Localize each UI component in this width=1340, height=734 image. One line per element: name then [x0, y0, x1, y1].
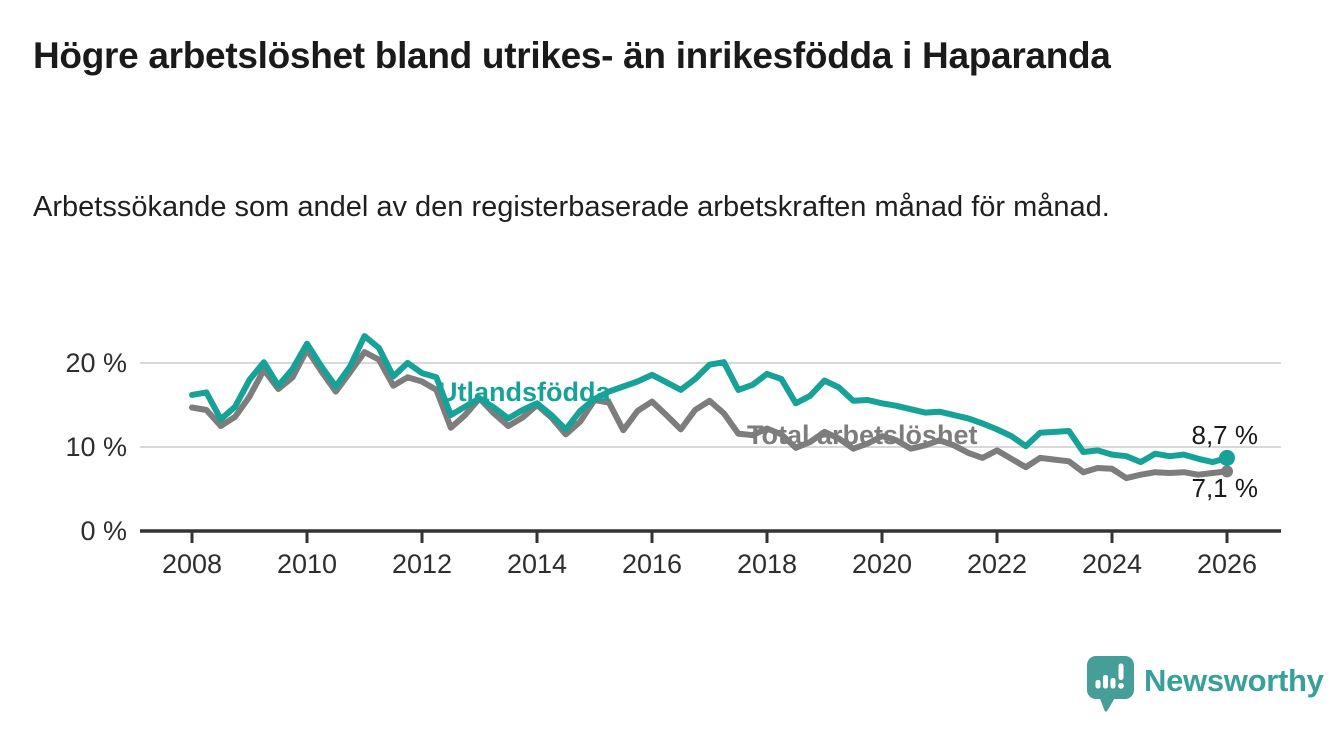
chart-title: Högre arbetslöshet bland utrikes- än inr… [33, 35, 1111, 76]
x-axis-label: 2016 [622, 549, 682, 579]
series-line-1 [189, 333, 1230, 466]
x-axis-label: 2024 [1082, 549, 1142, 579]
x-axis-label: 2014 [507, 549, 567, 579]
x-axis-label: 2020 [852, 549, 912, 579]
x-axis-label: 2018 [737, 549, 797, 579]
x-axis-label: 2008 [162, 549, 222, 579]
newsworthy-logo: Newsworthy [1087, 656, 1324, 712]
y-axis-label: 10 % [65, 432, 127, 462]
x-axis-label: 2022 [967, 549, 1027, 579]
series-end-value-0: 7,1 % [1192, 473, 1259, 503]
newsworthy-logo-text: Newsworthy [1144, 663, 1324, 698]
y-axis-label: 0 % [80, 516, 127, 546]
series-label-0: Total arbetslöshet [747, 420, 978, 450]
series-line-0 [189, 346, 1230, 482]
series-end-value-1: 8,7 % [1192, 420, 1259, 450]
x-axis-label: 2026 [1197, 549, 1257, 579]
x-axis-label: 2012 [392, 549, 452, 579]
y-axis-label: 20 % [65, 348, 127, 378]
series-end-dot-0 [1221, 465, 1233, 478]
series-label-1: Utlandsfödda [438, 377, 611, 407]
series-end-dot-1 [1219, 449, 1235, 466]
x-axis-label: 2010 [277, 549, 337, 579]
newsworthy-logo-icon [1087, 656, 1134, 712]
chart-subtitle: Arbetssökande som andel av den registerb… [33, 191, 1110, 223]
